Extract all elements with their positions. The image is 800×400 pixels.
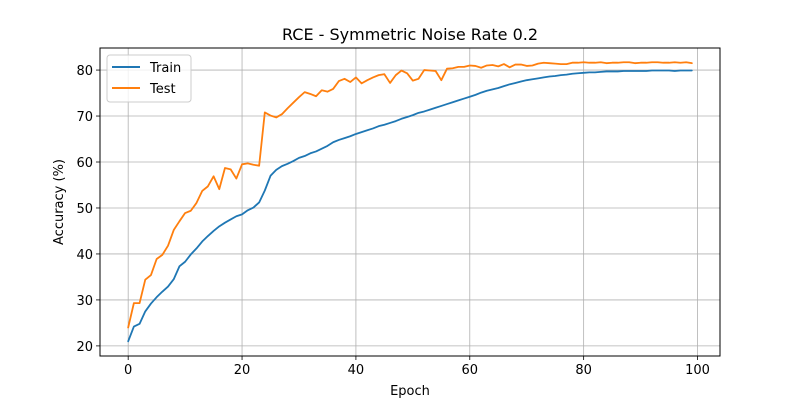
y-tick-label: 40 [76,248,93,263]
y-tick-label: 50 [76,202,93,217]
x-tick-label: 100 [685,363,710,378]
x-tick-label: 40 [348,363,365,378]
x-tick-label: 20 [234,363,251,378]
ticks: 0 20 40 60 80 100 20 30 40 50 60 70 80 [76,64,709,378]
x-tick-label: 60 [462,363,479,378]
legend-label-test: Test [149,82,176,97]
legend-label-train: Train [149,61,181,76]
y-axis-label: Accuracy (%) [52,159,67,245]
y-tick-label: 80 [76,64,93,79]
x-tick-label: 80 [575,363,592,378]
x-tick-label: 0 [124,363,132,378]
x-axis-label: Epoch [390,384,430,399]
legend: Train Test [106,54,192,103]
plot-frame [99,47,721,357]
y-tick-label: 20 [76,340,93,355]
grid [100,48,720,356]
chart-title: RCE - Symmetric Noise Rate 0.2 [282,25,538,44]
y-tick-label: 60 [76,156,93,171]
y-tick-label: 70 [76,110,93,125]
y-tick-label: 30 [76,294,93,309]
series-line-train [127,69,693,343]
series-lines [127,61,693,343]
series-line-test [127,61,693,329]
